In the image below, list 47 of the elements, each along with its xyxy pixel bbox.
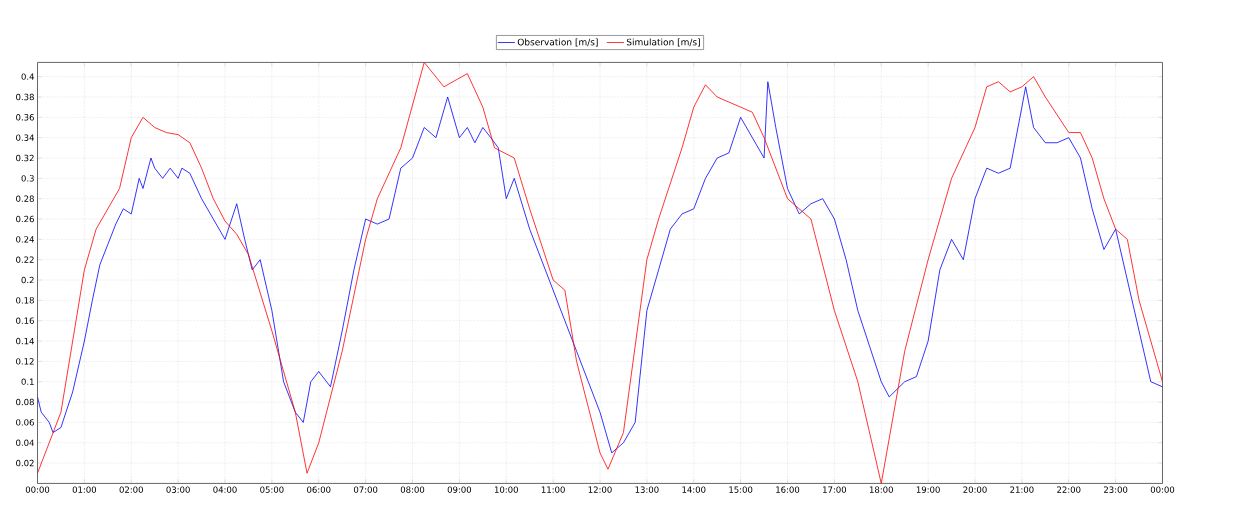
y-tick-label: 0.16 <box>16 317 34 324</box>
y-tick-label: 0.12 <box>16 358 34 365</box>
y-tick-label: 0.22 <box>16 256 34 263</box>
x-tick-label: 08:00 <box>400 486 425 493</box>
x-tick-label: 06:00 <box>307 486 331 493</box>
x-tick-label: 23:00 <box>1104 486 1128 493</box>
legend-label: Observation [m/s] <box>517 38 598 47</box>
y-tick-label: 0.06 <box>16 419 34 426</box>
y-tick-label: 0.38 <box>16 93 34 101</box>
x-tick-label: 12:00 <box>588 486 612 493</box>
x-tick-label: 21:00 <box>1010 486 1034 493</box>
x-tick-label: 17:00 <box>823 486 847 493</box>
y-tick-label: 0.24 <box>16 236 34 243</box>
x-tick-label: 14:00 <box>682 486 706 493</box>
x-tick-label: 00:00 <box>25 486 50 493</box>
x-tick-label: 07:00 <box>353 486 378 493</box>
y-tick-label: 0.4 <box>21 73 34 80</box>
x-tick-label: 19:00 <box>916 486 940 493</box>
x-tick-label: 05:00 <box>260 486 284 493</box>
y-tick-label: 0.14 <box>16 337 34 345</box>
x-tick-label: 03:00 <box>166 486 190 493</box>
x-tick-label: 04:00 <box>213 486 237 493</box>
y-tick-label: 0.34 <box>16 134 34 141</box>
legend-label: Simulation [m/s] <box>626 38 700 47</box>
y-tick-label: 0.02 <box>16 459 34 467</box>
y-tick-label: 0.04 <box>16 439 34 446</box>
y-tick-label: 0.28 <box>16 195 34 202</box>
y-tick-label: 0.32 <box>16 154 34 162</box>
x-tick-label: 22:00 <box>1057 486 1081 493</box>
y-tick-label: 0.36 <box>16 114 34 121</box>
y-tick-label: 0.08 <box>16 398 34 406</box>
x-tick-label: 18:00 <box>869 486 893 493</box>
y-tick-label: 0.26 <box>16 215 34 223</box>
x-tick-label: 01:00 <box>72 486 97 493</box>
y-tick-label: 0.1 <box>21 378 34 385</box>
y-tick-label: 0.2 <box>21 276 34 284</box>
x-tick-label: 15:00 <box>729 486 753 493</box>
x-tick-label: 16:00 <box>776 486 800 493</box>
x-tick-label: 09:00 <box>447 486 472 493</box>
y-tick-label: 0.3 <box>21 175 34 182</box>
x-tick-label: 02:00 <box>119 486 143 493</box>
x-tick-label: 13:00 <box>635 486 659 493</box>
y-tick-label: 0.18 <box>16 297 34 304</box>
x-tick-label: 11:00 <box>541 486 565 493</box>
x-tick-label: 10:00 <box>494 486 518 493</box>
x-tick-label: 20:00 <box>963 486 987 493</box>
x-tick-label: 00:00 <box>1150 486 1175 493</box>
